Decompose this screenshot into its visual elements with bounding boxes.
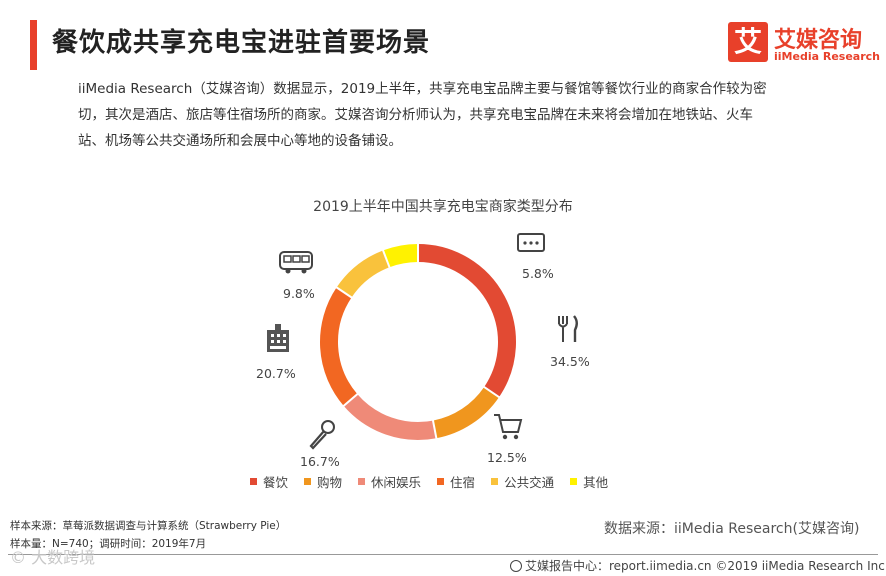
intro-line: 站、机场等公共交通场所和会展中心等地的设备铺设。 [78, 133, 402, 149]
title-accent-bar [30, 20, 37, 70]
logo-mark: 艾 [728, 22, 768, 62]
footer-divider [8, 554, 878, 555]
intro-line: 切，其次是酒店、旅店等住宿场所的商家。艾媒咨询分析师认为，共享充电宝品牌在未来将… [78, 107, 753, 123]
data-label-leisure: 16.7% [300, 454, 340, 469]
donut-slice-other [383, 244, 419, 268]
legend-swatch [437, 478, 445, 485]
slice-separator [381, 249, 391, 269]
brand-logo: 艾 艾媒咨询 iiMedia Research [728, 22, 880, 68]
logo-name-en: iiMedia Research [774, 50, 880, 63]
fork-knife-icon [558, 315, 578, 342]
donut-slice-dining [417, 244, 516, 398]
data-source: 数据来源：iiMedia Research(艾媒咨询) [604, 521, 860, 537]
page-title: 餐饮成共享充电宝进驻首要场景 [52, 28, 431, 58]
data-label-other: 5.8% [522, 266, 554, 281]
legend-label: 餐饮 [263, 475, 289, 490]
slice-separator [342, 392, 359, 408]
legend-item-shopping: 购物 [304, 472, 342, 491]
logo-name-cn: 艾媒咨询 [774, 28, 863, 53]
intro-paragraph: iiMedia Research（艾媒咨询）数据显示，2019上半年，共享充电宝… [78, 76, 808, 154]
legend-label: 休闲娱乐 [371, 475, 422, 490]
footer: 艾媒报告中心：report.iimedia.cn ©2019 iiMedia R… [510, 557, 885, 574]
legend-swatch [250, 478, 257, 485]
microphone-icon [309, 420, 335, 450]
footer-text: 艾媒报告中心：report.iimedia.cn ©2019 iiMedia R… [525, 559, 885, 573]
donut-slice-transit [336, 250, 390, 298]
chart-title: 2019上半年中国共享充电宝商家类型分布 [313, 199, 573, 215]
legend-label: 住宿 [450, 475, 476, 490]
legend-label: 其他 [583, 475, 609, 490]
donut-slice-lodging [320, 287, 358, 406]
shopping-cart-icon [494, 414, 523, 440]
legend-swatch [491, 478, 499, 485]
chart-legend: 餐饮 购物 休闲娱乐 住宿 公共交通 其他 [250, 472, 610, 491]
chat-bubble-icon [517, 233, 545, 252]
donut-slice-shopping [432, 386, 500, 439]
legend-item-transit: 公共交通 [491, 472, 554, 491]
legend-swatch [358, 478, 366, 485]
legend-item-lodging: 住宿 [437, 472, 475, 491]
data-label-shopping: 12.5% [487, 450, 527, 465]
data-label-dining: 34.5% [550, 354, 590, 369]
slice-separator [431, 419, 438, 440]
sample-size-note: 样本量：N=740；调研时间：2019年7月 [10, 538, 207, 550]
watermark: © 大数跨境 [10, 548, 96, 567]
slice-separator [482, 385, 501, 399]
legend-swatch [570, 478, 578, 485]
legend-swatch [304, 478, 312, 485]
legend-item-other: 其他 [570, 472, 608, 491]
donut-slice-leisure [343, 393, 437, 440]
data-label-transit: 9.8% [283, 286, 315, 301]
globe-icon [510, 560, 522, 572]
bus-icon [279, 251, 313, 274]
sample-source-note: 样本来源：草莓派数据调查与计算系统（Strawberry Pie） [10, 520, 287, 532]
legend-label: 购物 [317, 475, 343, 490]
slice-separator [335, 286, 353, 299]
legend-label: 公共交通 [504, 475, 555, 490]
legend-item-leisure: 休闲娱乐 [358, 472, 421, 491]
intro-line: iiMedia Research（艾媒咨询）数据显示，2019上半年，共享充电宝… [78, 81, 767, 97]
hotel-icon [267, 324, 289, 352]
data-label-lodging: 20.7% [256, 366, 296, 381]
legend-item-dining: 餐饮 [250, 472, 288, 491]
